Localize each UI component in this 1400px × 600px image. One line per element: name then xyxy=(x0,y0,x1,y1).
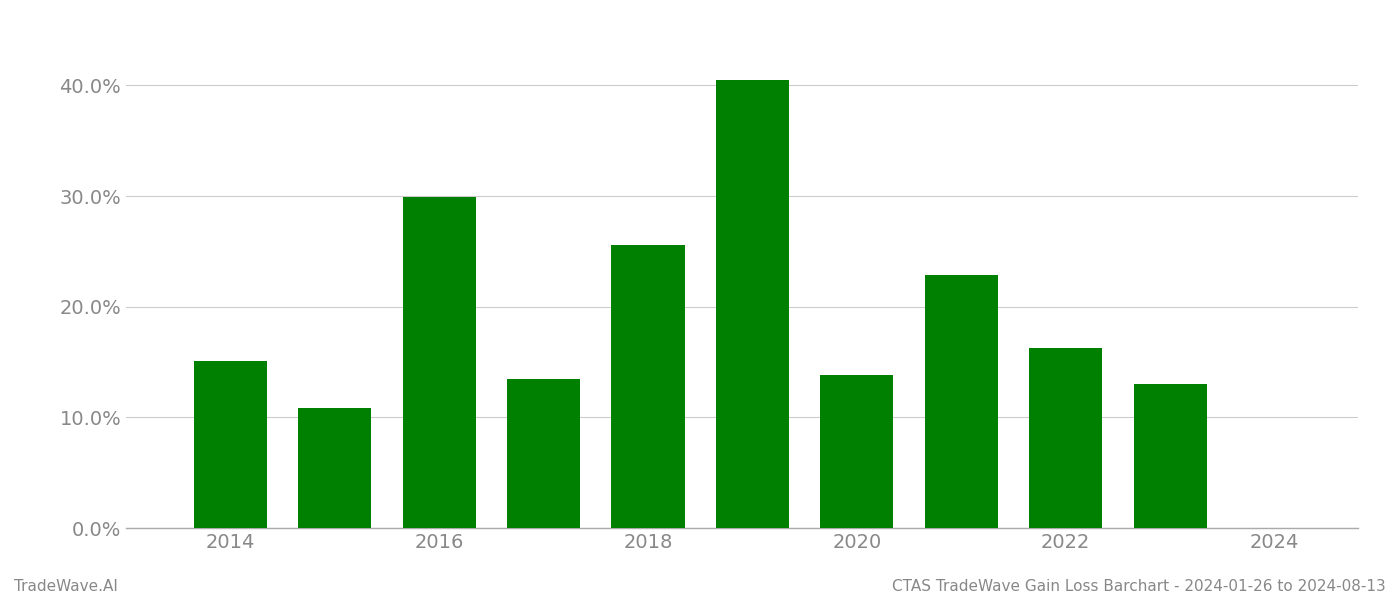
Bar xyxy=(507,379,580,528)
Text: TradeWave.AI: TradeWave.AI xyxy=(14,579,118,594)
Bar xyxy=(1134,384,1207,528)
Bar xyxy=(193,361,267,528)
Bar xyxy=(820,375,893,528)
Bar xyxy=(403,197,476,528)
Bar xyxy=(715,80,790,528)
Bar xyxy=(298,409,371,528)
Text: CTAS TradeWave Gain Loss Barchart - 2024-01-26 to 2024-08-13: CTAS TradeWave Gain Loss Barchart - 2024… xyxy=(892,579,1386,594)
Bar xyxy=(612,245,685,528)
Bar xyxy=(925,275,998,528)
Bar xyxy=(1029,347,1102,528)
